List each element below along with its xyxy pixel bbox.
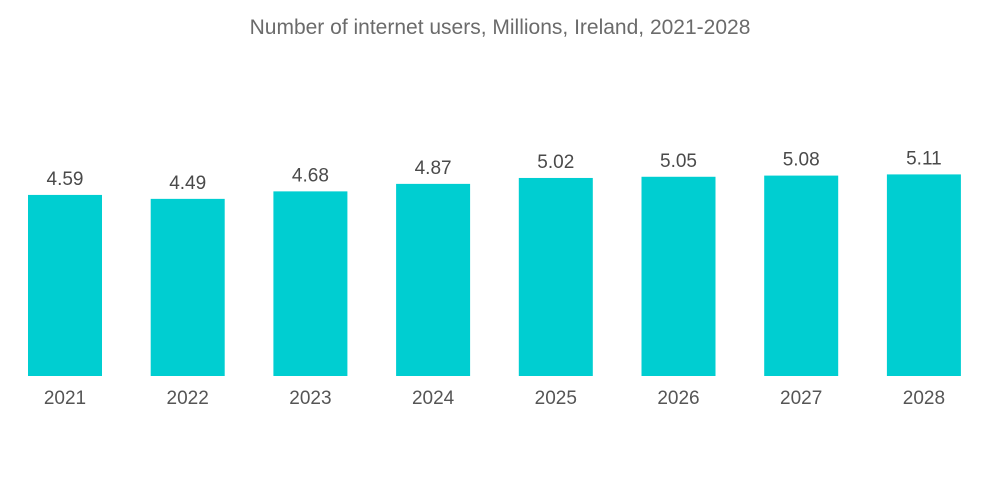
x-tick-2026: 2026 — [657, 388, 699, 409]
x-tick-2024: 2024 — [412, 388, 455, 409]
bar-2028 — [886, 174, 961, 376]
x-tick-2028: 2028 — [903, 388, 945, 409]
bar-2023 — [273, 191, 348, 376]
data-label-2025: 5.02 — [537, 152, 574, 173]
data-label-2022: 4.49 — [169, 173, 206, 194]
x-tick-2027: 2027 — [780, 388, 822, 409]
data-label-2023: 4.68 — [292, 165, 329, 186]
bar-2027 — [764, 175, 839, 376]
bar-2025 — [518, 177, 593, 376]
chart-title: Number of internet users, Millions, Irel… — [249, 16, 751, 39]
bar-2021 — [28, 194, 102, 376]
x-tick-2022: 2022 — [167, 388, 209, 409]
data-label-2028: 5.11 — [906, 148, 942, 169]
bar-2022 — [150, 198, 225, 376]
bar-2026 — [641, 176, 716, 376]
data-label-2024: 4.87 — [415, 158, 452, 179]
x-tick-2025: 2025 — [535, 388, 577, 409]
data-label-2027: 5.08 — [783, 150, 820, 171]
bar-2024 — [396, 183, 471, 376]
data-label-2021: 4.59 — [47, 169, 84, 190]
x-tick-2023: 2023 — [289, 388, 331, 409]
data-label-2026: 5.05 — [660, 151, 697, 172]
x-tick-2021: 2021 — [44, 388, 86, 409]
